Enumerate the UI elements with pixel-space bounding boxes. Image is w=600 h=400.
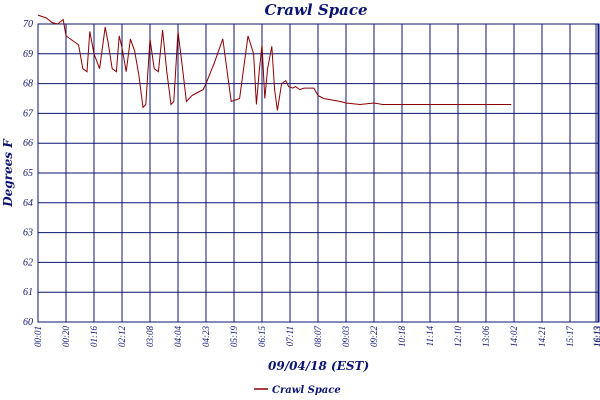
x-tick-label: 11:14 [425,326,435,347]
x-tick-label: 00:20 [61,326,71,347]
series-line-crawl-space [37,14,512,111]
y-tick-label: 66 [23,138,33,149]
gridlines [38,24,599,322]
y-tick-label: 67 [23,108,34,119]
y-axis-label: Degrees F [1,138,15,208]
x-axis-label: 09/04/18 (EST) [268,359,369,373]
y-tick-label: 68 [23,79,33,90]
x-tick-label: 16:13 [592,326,600,347]
x-tick-label: 07:11 [285,326,295,346]
x-tick-label: 06:15 [257,326,267,347]
x-tick-label: 16:13 [593,326,600,347]
x-tick-label: 05:19 [229,326,239,347]
x-tick-label: 09:03 [341,326,351,347]
chart-title: Crawl Space [264,1,367,19]
legend: Crawl Space [254,385,341,396]
x-tick-label: 08:07 [313,326,323,347]
legend-label-crawl-space: Crawl Space [272,385,341,396]
x-tick-label: 02:12 [117,326,127,347]
x-tick-label: 09:22 [369,326,379,347]
y-tick-label: 62 [23,257,33,268]
x-tick-label: 10:18 [397,326,407,347]
y-tick-label: 63 [23,228,33,239]
x-tick-label: 04:04 [173,326,183,347]
y-tick-label: 61 [23,287,33,298]
x-tick-label: 12:10 [453,326,463,347]
x-tick-label: 15:17 [565,326,575,347]
y-tick-label: 69 [23,49,33,60]
x-tick-label: 14:21 [537,326,547,347]
y-tick-label: 70 [23,19,33,30]
y-tick-label: 64 [23,198,33,209]
x-tick-label: 00:01 [33,326,43,347]
x-tick-label: 14:02 [509,326,519,347]
x-tick-labels: 00:01 00:20 01:16 02:12 03:08 04:04 04:23 05:19… [33,326,600,347]
x-tick-label: 04:23 [201,326,211,347]
x-tick-label: 01:16 [89,326,99,347]
y-tick-labels: 60 61 62 63 64 65 66 67 68 69 70 [23,19,34,328]
y-tick-label: 65 [23,168,33,179]
y-tick-label: 60 [23,317,33,328]
x-tick-label: 03:08 [145,326,155,347]
x-tick-label: 13:06 [481,326,491,347]
